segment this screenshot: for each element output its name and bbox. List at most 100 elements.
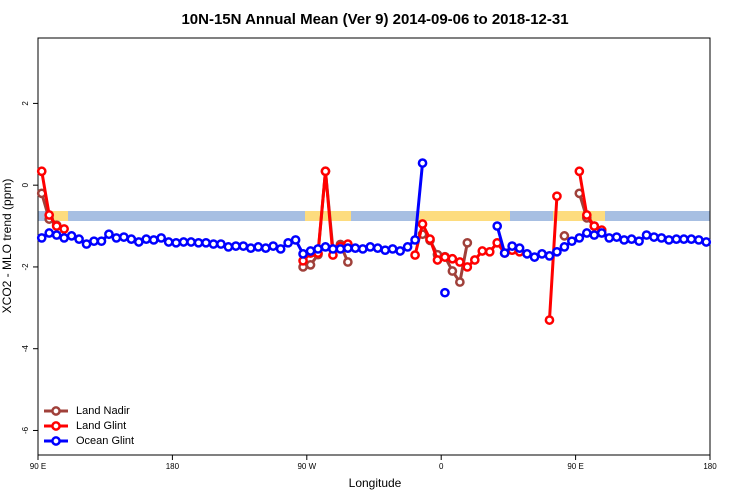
- data-point: [679, 234, 689, 244]
- data-point: [305, 260, 316, 270]
- data-point: [74, 234, 84, 244]
- data-point: [417, 158, 428, 168]
- data-point: [559, 242, 570, 252]
- data-point: [544, 251, 555, 261]
- data-point: [462, 237, 473, 248]
- data-point: [693, 235, 704, 245]
- data-point: [425, 234, 435, 244]
- data-point: [343, 257, 353, 267]
- data-point: [447, 253, 458, 264]
- data-point: [104, 229, 114, 240]
- x-tick-label: 180: [166, 462, 180, 471]
- y-tick-label: 0: [21, 182, 30, 187]
- legend-label: Ocean Glint: [76, 435, 134, 447]
- y-tick-label: -6: [21, 426, 30, 434]
- data-point: [283, 237, 293, 248]
- data-point: [552, 246, 562, 257]
- legend-marker: [51, 406, 61, 416]
- data-point: [36, 166, 47, 177]
- data-point: [529, 252, 540, 262]
- data-point: [477, 246, 488, 256]
- data-point: [544, 315, 555, 325]
- data-point: [395, 246, 405, 256]
- data-point: [148, 235, 159, 245]
- data-point: [201, 237, 211, 248]
- data-point: [133, 237, 144, 247]
- x-tick-label: 90 E: [567, 462, 583, 471]
- ocean-strip: [38, 211, 710, 221]
- data-point: [66, 231, 77, 241]
- data-point: [260, 243, 271, 253]
- x-tick-label: 90 W: [297, 462, 316, 471]
- data-point: [626, 234, 637, 244]
- legend-marker: [51, 436, 61, 446]
- data-point: [313, 244, 323, 254]
- data-point: [208, 239, 219, 249]
- data-point: [223, 242, 234, 252]
- chart-title: 10N-15N Annual Mean (Ver 9) 2014-09-06 t…: [181, 11, 568, 28]
- data-point: [89, 236, 99, 247]
- data-point: [36, 233, 47, 243]
- data-point: [193, 237, 204, 248]
- land-strip: [52, 211, 68, 221]
- data-point: [44, 210, 55, 220]
- data-point: [462, 262, 473, 272]
- data-point: [402, 242, 413, 252]
- data-point: [656, 233, 667, 243]
- data-point: [290, 235, 301, 245]
- data-point: [447, 266, 458, 276]
- data-point: [455, 257, 465, 267]
- data-point: [141, 234, 152, 244]
- series: [36, 158, 712, 298]
- data-point: [619, 235, 629, 245]
- x-tick-label: 0: [439, 462, 444, 471]
- data-point: [59, 233, 69, 243]
- data-point: [410, 235, 420, 245]
- data-point: [253, 242, 264, 252]
- data-point: [171, 237, 181, 248]
- data-point: [567, 236, 577, 247]
- data-point: [111, 233, 122, 243]
- legend-label: Land Nadir: [76, 405, 130, 417]
- data-point: [537, 249, 547, 259]
- data-point: [641, 230, 652, 240]
- data-point: [417, 219, 428, 229]
- data-point: [320, 166, 331, 177]
- land-strip: [553, 211, 605, 221]
- data-point: [305, 246, 316, 256]
- data-point: [156, 233, 167, 243]
- data-point: [440, 287, 450, 298]
- data-point: [581, 228, 592, 238]
- land-strip: [418, 211, 510, 221]
- data-point: [51, 221, 62, 231]
- data-point: [440, 252, 450, 262]
- data-point: [245, 243, 256, 253]
- data-point: [268, 241, 279, 251]
- y-tick-label: 2: [21, 101, 30, 106]
- data-point: [81, 239, 92, 249]
- x-axis-label: Longitude: [349, 476, 402, 490]
- data-point: [238, 241, 249, 251]
- data-point: [581, 210, 592, 220]
- data-point: [664, 235, 674, 245]
- data-point: [186, 237, 196, 247]
- data-point: [96, 236, 107, 247]
- data-point: [492, 221, 503, 231]
- data-point: [432, 255, 443, 265]
- legend-marker: [51, 421, 61, 431]
- y-tick-label: -4: [21, 345, 30, 353]
- data-point: [216, 239, 226, 249]
- data-point: [343, 243, 353, 253]
- data-point: [484, 246, 495, 257]
- data-point: [634, 236, 644, 247]
- data-point: [649, 232, 659, 242]
- data-point: [51, 230, 62, 240]
- data-point: [589, 221, 600, 231]
- data-point: [59, 224, 69, 234]
- data-point: [559, 231, 570, 241]
- x-tick-label: 180: [703, 462, 717, 471]
- y-tick-label: -2: [21, 263, 30, 271]
- data-point: [552, 191, 562, 202]
- data-point: [507, 241, 517, 251]
